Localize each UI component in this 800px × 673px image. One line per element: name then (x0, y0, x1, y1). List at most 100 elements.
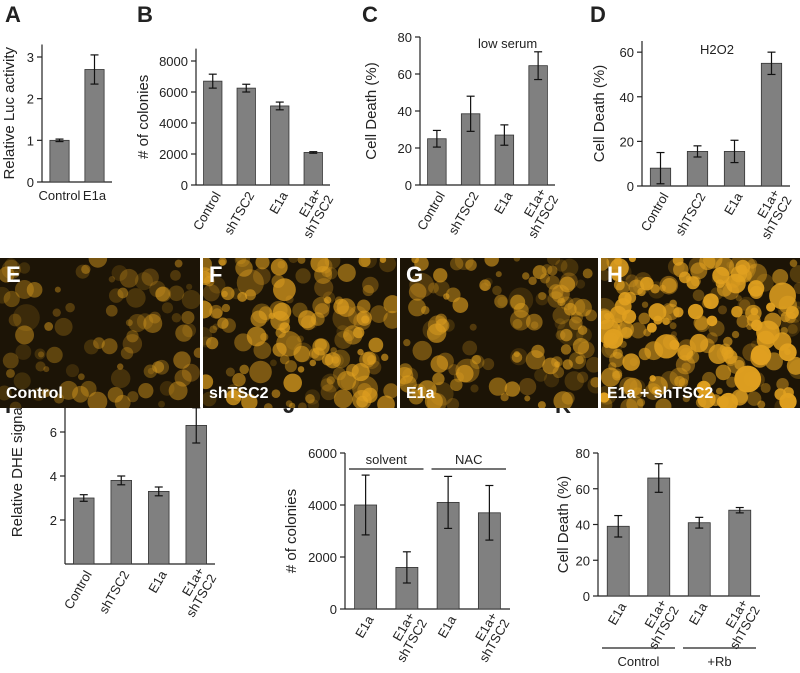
cell (128, 313, 147, 333)
cell (272, 342, 287, 357)
cell (206, 337, 219, 350)
cell (420, 306, 430, 315)
cell (601, 392, 610, 403)
cell (258, 306, 273, 321)
y-axis-label: Cell Death (%) (591, 65, 608, 163)
cell (551, 284, 570, 304)
cell (518, 378, 537, 396)
cell (175, 324, 193, 342)
cell (736, 315, 750, 328)
cell (173, 351, 191, 369)
cell (703, 293, 719, 310)
cell (0, 266, 15, 283)
cell (525, 313, 543, 331)
panel-letter: F (209, 262, 222, 287)
cell (377, 395, 395, 408)
cell (690, 276, 701, 287)
cell (428, 282, 439, 294)
cell (101, 338, 118, 355)
cell (309, 359, 317, 367)
cell (324, 258, 341, 269)
cell (794, 301, 800, 310)
cell (662, 317, 670, 326)
cell (479, 279, 491, 292)
cells (203, 258, 397, 408)
cell (538, 291, 547, 301)
cell (780, 326, 788, 335)
cell (730, 266, 748, 283)
cell (88, 258, 108, 268)
cell (609, 352, 625, 368)
bar (647, 477, 671, 597)
cell (509, 309, 531, 331)
cell (193, 347, 200, 359)
cell (168, 285, 185, 302)
cell (285, 335, 301, 350)
cell (181, 363, 200, 382)
cell (357, 348, 364, 356)
cell (510, 294, 526, 310)
cell (337, 371, 357, 391)
cell (512, 318, 523, 329)
cell (357, 299, 371, 313)
cell (119, 268, 139, 288)
panel-label: Control (6, 385, 63, 402)
cell (12, 304, 40, 332)
cell (362, 284, 374, 297)
cell (237, 291, 248, 302)
cell (508, 287, 534, 313)
cell (587, 377, 598, 394)
cell (26, 281, 43, 298)
x-tick-label: E1a (491, 188, 516, 216)
bar (303, 152, 323, 186)
cell (203, 300, 213, 319)
y-tick-label: 8000 (159, 54, 188, 69)
cell (217, 317, 229, 329)
bar (84, 69, 105, 183)
cell (186, 283, 193, 290)
cell (226, 384, 242, 399)
cell (149, 280, 166, 298)
cells (601, 258, 800, 408)
cell (35, 361, 46, 372)
cell (174, 259, 183, 268)
cell (747, 280, 765, 297)
cell (44, 322, 54, 331)
cell (750, 349, 770, 368)
cell (310, 258, 330, 273)
cell (152, 361, 165, 374)
group-label: NAC (455, 452, 482, 467)
cell (555, 259, 568, 272)
x-tick-label: shTSC2 (221, 189, 257, 237)
cell (143, 364, 158, 378)
cell (114, 394, 131, 408)
cell (617, 321, 634, 338)
bar (760, 62, 783, 187)
cell (644, 383, 662, 400)
error-bar (730, 139, 739, 164)
cell (484, 258, 499, 267)
cell (609, 258, 629, 278)
cell (227, 390, 235, 398)
cell (442, 319, 455, 332)
cell (682, 394, 690, 403)
y-tick-label: 80 (398, 30, 412, 45)
cell (786, 356, 800, 375)
panel-letter: E (6, 262, 21, 287)
y-tick-label: 20 (620, 134, 634, 149)
cell (312, 296, 331, 315)
cell (263, 403, 273, 408)
error-bar (208, 73, 217, 89)
cell (655, 398, 672, 408)
cell (706, 315, 718, 327)
cell (542, 357, 560, 375)
error-bar (90, 54, 99, 85)
cell (208, 276, 226, 294)
x-tick-label: Control (39, 188, 81, 203)
cell (14, 280, 34, 299)
cell (450, 378, 463, 392)
cell (321, 373, 340, 393)
cell (494, 294, 508, 309)
y-tick-label: 4000 (159, 116, 188, 131)
cell (289, 402, 296, 408)
